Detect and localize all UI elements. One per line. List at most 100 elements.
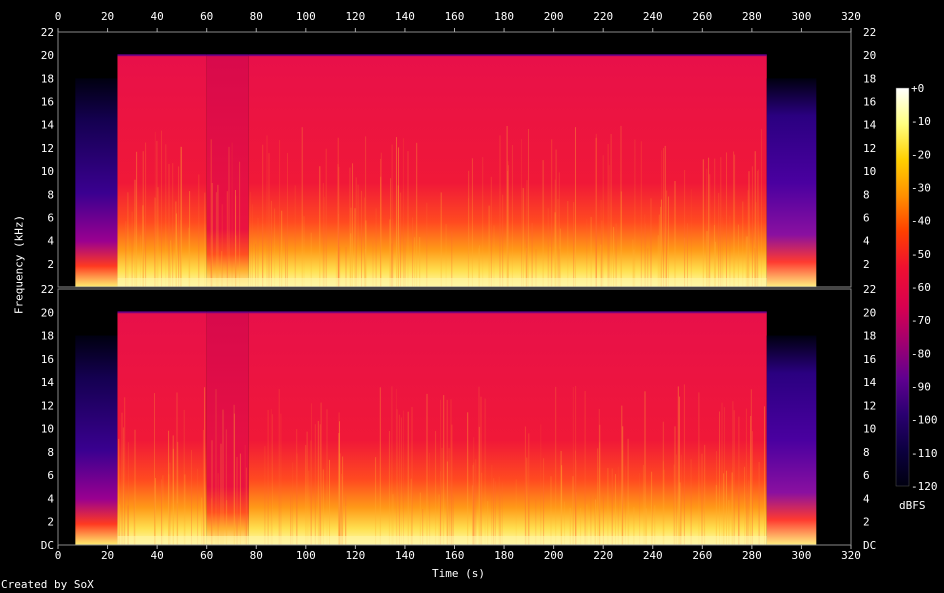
y-tick-label-right: 10 [863, 165, 876, 178]
x-tick-label-bottom: 260 [692, 549, 712, 562]
energy-streak [747, 236, 749, 287]
energy-streak [338, 491, 340, 545]
y-tick-label-left: 22 [41, 26, 54, 39]
energy-streak [660, 199, 662, 287]
energy-streak [473, 437, 475, 545]
energy-streak [329, 459, 330, 545]
energy-streak [658, 214, 660, 287]
energy-streak [620, 191, 622, 287]
energy-streak [342, 476, 344, 545]
energy-streak [178, 166, 180, 287]
energy-streak [595, 133, 597, 287]
energy-streak [154, 197, 156, 287]
energy-streak [467, 197, 469, 287]
energy-streak [168, 430, 170, 545]
energy-streak [301, 127, 303, 287]
energy-streak [402, 138, 404, 287]
cutoff-edge [206, 311, 249, 314]
energy-streak [404, 240, 406, 287]
energy-streak [754, 248, 756, 287]
energy-streak [526, 248, 528, 287]
energy-streak [661, 150, 663, 287]
y-tick-label-right: 14 [863, 376, 877, 389]
energy-streak [567, 201, 569, 287]
energy-streak [487, 501, 489, 545]
energy-streak [445, 224, 447, 287]
x-tick-label-top: 280 [742, 10, 762, 23]
x-tick-label-bottom: 300 [792, 549, 812, 562]
energy-streak [121, 412, 123, 545]
energy-streak [471, 485, 473, 545]
y-tick-label-right: 10 [863, 423, 876, 436]
energy-streak [620, 125, 622, 288]
y-tick-label-left: 12 [41, 142, 54, 155]
energy-streak [125, 221, 127, 287]
energy-streak [337, 164, 339, 287]
energy-streak [217, 184, 219, 287]
energy-streak [499, 493, 501, 545]
energy-streak [547, 208, 549, 287]
energy-streak [211, 498, 213, 545]
energy-streak [478, 426, 480, 545]
energy-streak [684, 237, 685, 287]
energy-streak [720, 157, 722, 287]
energy-streak [452, 496, 454, 545]
energy-streak [733, 151, 735, 287]
energy-streak [322, 469, 324, 545]
energy-streak [602, 155, 604, 287]
energy-streak [607, 468, 609, 545]
energy-streak [157, 187, 159, 287]
energy-streak [751, 166, 753, 287]
energy-streak [172, 448, 174, 545]
energy-streak [468, 170, 470, 287]
y-tick-label-left: 2 [47, 516, 54, 529]
energy-streak [484, 398, 486, 545]
energy-streak [175, 201, 177, 287]
channel-2-panel [57, 288, 852, 546]
energy-streak [657, 235, 659, 287]
energy-streak [439, 471, 441, 545]
energy-streak [183, 409, 185, 545]
colorbar-tick-label: -40 [911, 215, 931, 228]
energy-streak [268, 153, 270, 287]
y-tick-label-right: 2 [863, 516, 870, 529]
energy-streak [714, 158, 716, 287]
y-tick-label-left: 2 [47, 258, 54, 271]
y-tick-label-right: 22 [863, 283, 876, 296]
energy-streak [235, 195, 237, 287]
energy-streak [345, 246, 347, 287]
energy-streak [139, 235, 141, 287]
energy-streak [613, 226, 615, 287]
energy-streak [451, 424, 453, 545]
energy-streak [482, 157, 484, 287]
energy-streak [493, 225, 495, 287]
energy-streak [180, 146, 182, 287]
energy-streak [320, 402, 322, 545]
energy-streak [338, 213, 339, 287]
energy-streak [475, 459, 477, 545]
energy-streak [610, 134, 612, 287]
energy-streak [354, 208, 356, 287]
energy-streak [555, 386, 557, 545]
energy-streak [217, 473, 219, 545]
y-tick-label-left: 18 [41, 72, 54, 85]
energy-streak [310, 440, 312, 545]
x-tick-label-top: 140 [395, 10, 415, 23]
energy-streak [154, 393, 155, 545]
energy-streak [690, 459, 692, 545]
energy-streak [650, 198, 652, 287]
energy-streak [644, 391, 646, 545]
energy-streak [676, 454, 677, 545]
energy-streak [440, 399, 442, 545]
y-tick-label-left: 12 [41, 399, 54, 412]
energy-streak [175, 213, 177, 287]
y-tick-label-right: DC [863, 539, 876, 552]
energy-streak [296, 429, 298, 545]
energy-streak [134, 179, 136, 287]
energy-streak [561, 465, 563, 545]
energy-streak [251, 204, 253, 287]
y-tick-label-left: 14 [41, 376, 55, 389]
energy-streak [179, 219, 181, 287]
energy-streak [666, 190, 668, 287]
energy-streak [245, 467, 247, 545]
